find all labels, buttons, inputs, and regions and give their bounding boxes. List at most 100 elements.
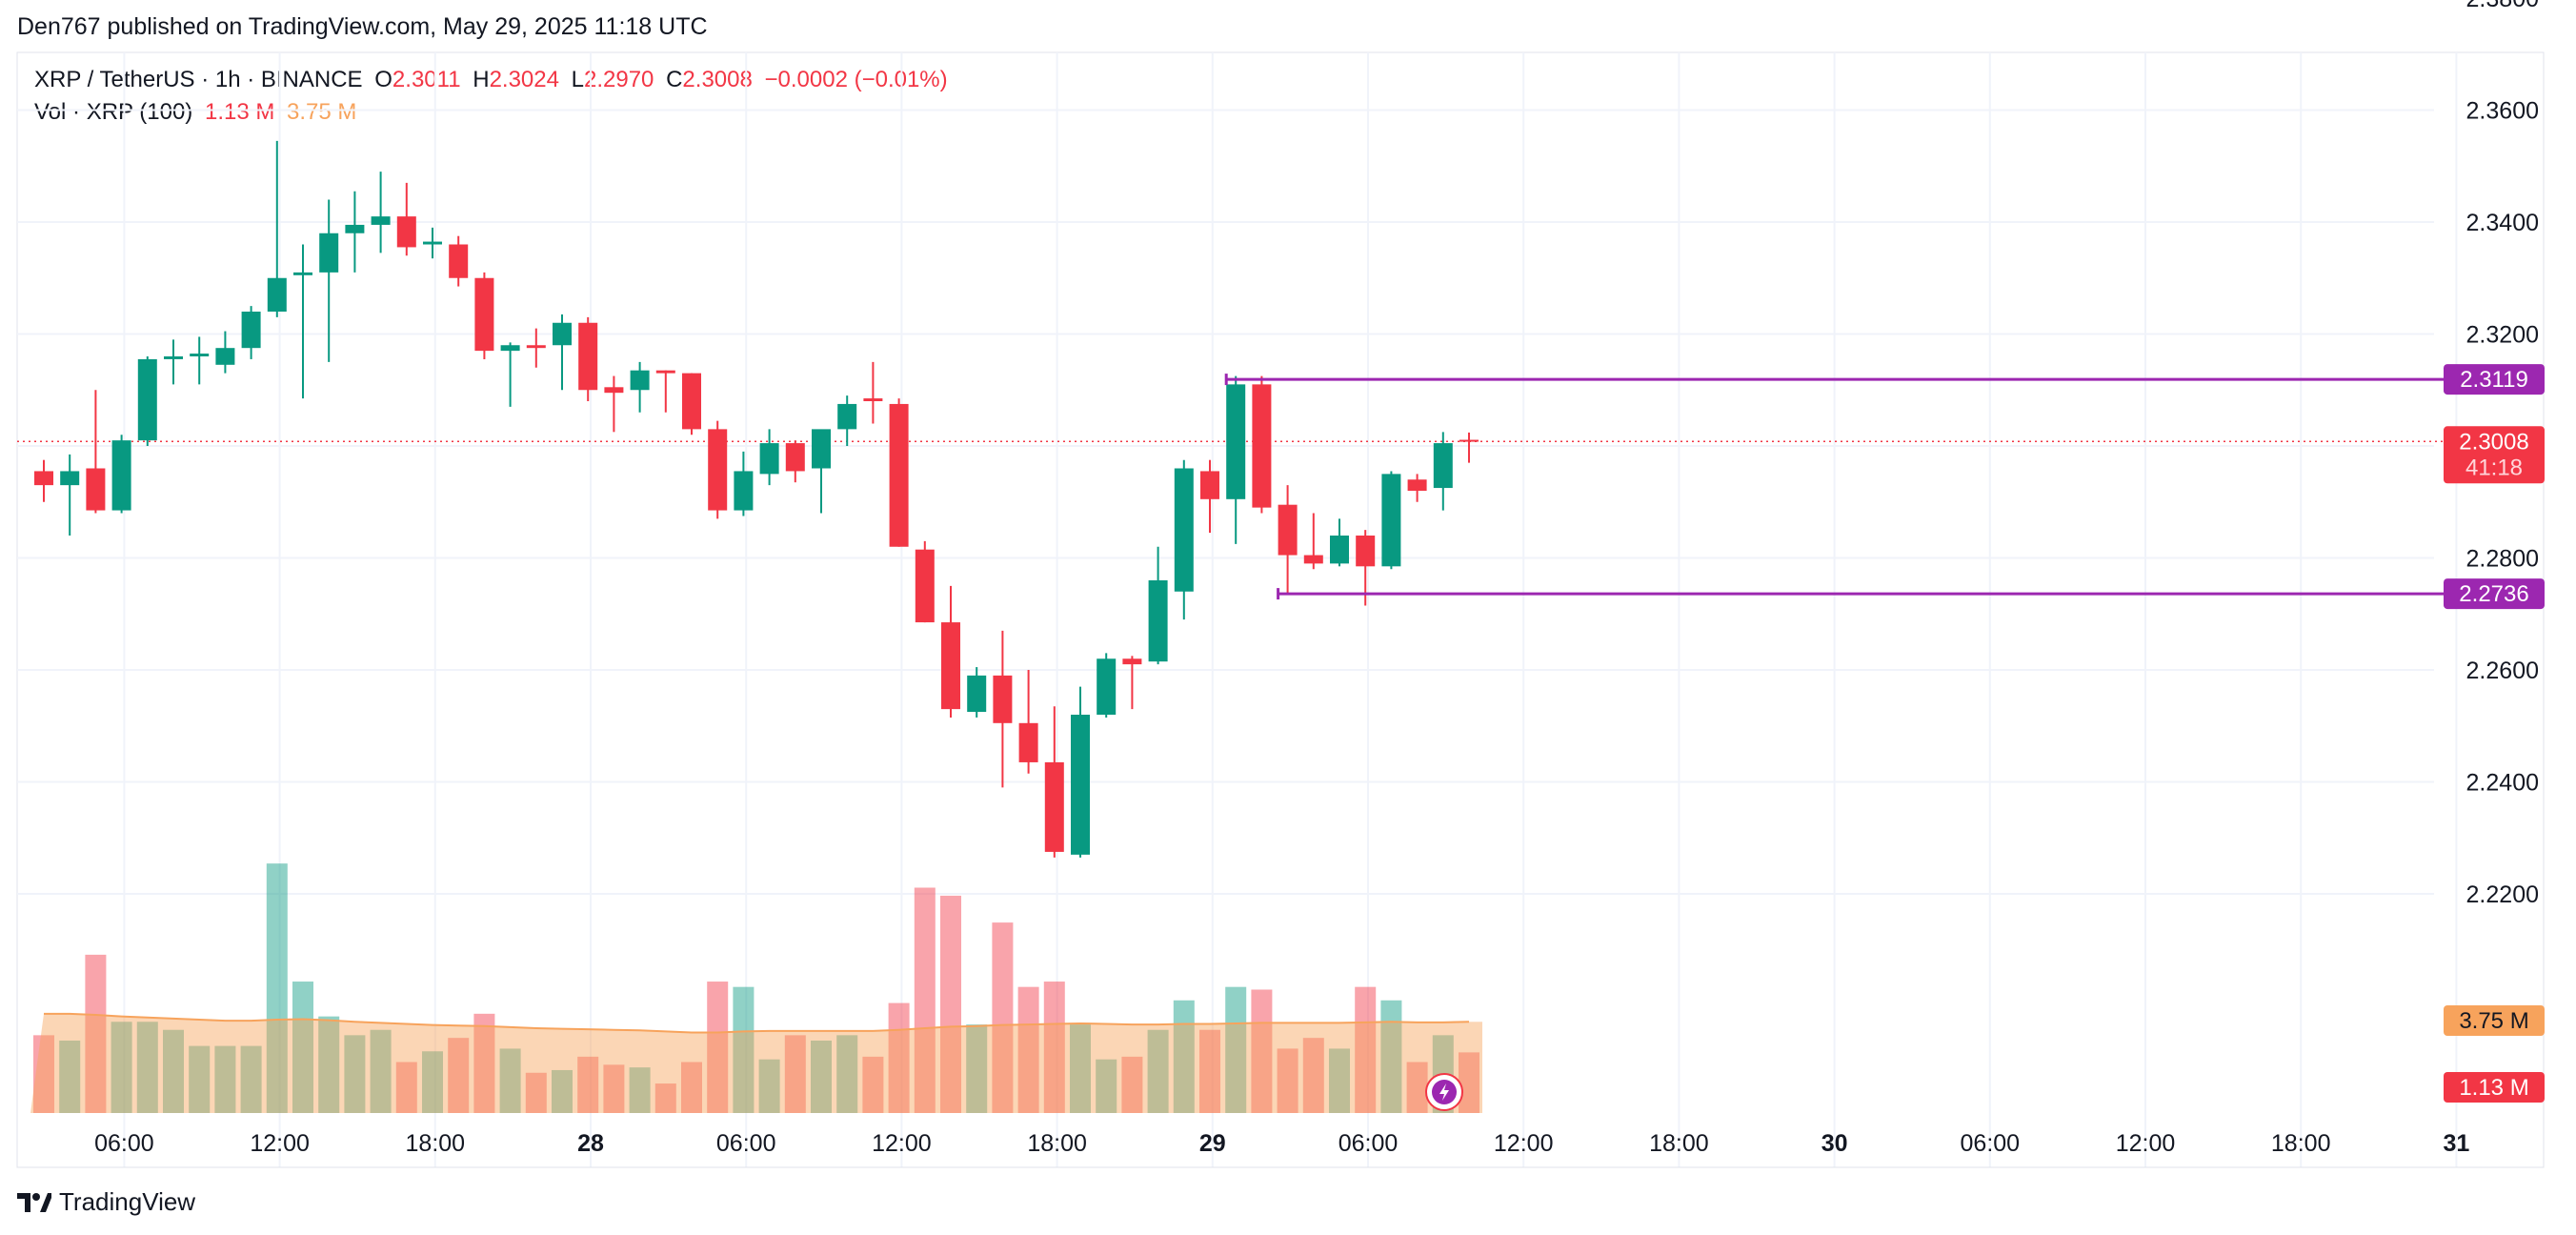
volume-bar [422, 1051, 443, 1113]
volume-bar [681, 1062, 702, 1113]
candle-body [941, 622, 960, 710]
tradingview-brand[interactable]: TradingView [17, 1187, 195, 1217]
brand-name: TradingView [59, 1187, 196, 1216]
candle-body [1407, 479, 1427, 491]
candle-body [759, 443, 779, 475]
candle-body [60, 471, 80, 486]
volume-ma-badge-text: 3.75 M [2459, 1008, 2528, 1034]
volume-bar [292, 982, 313, 1113]
volume-ma-value: 3.75 M [287, 99, 357, 125]
level-badge-text: 2.3119 [2460, 367, 2528, 393]
publisher-line: Den767 published on TradingView.com, May… [17, 13, 708, 40]
candle-body [785, 443, 805, 472]
volume-bar [33, 1035, 54, 1113]
candle-body [293, 272, 312, 275]
volume-bar [552, 1069, 573, 1113]
x-tick-label: 18:00 [2271, 1130, 2331, 1157]
candle-body [1278, 504, 1298, 556]
candle-body [708, 429, 728, 511]
volume-bar [1225, 986, 1247, 1113]
candle-body [137, 358, 157, 441]
volume-bar [758, 1059, 780, 1113]
candle-body [215, 348, 235, 365]
candle-body [1356, 536, 1376, 567]
candle-body [1071, 715, 1090, 855]
volume-bar [1043, 982, 1065, 1113]
symbol-name[interactable]: XRP / TetherUS · 1h · BINANCE [34, 67, 363, 92]
candle-body [1303, 555, 1323, 564]
volume-ma-area [30, 1013, 1482, 1113]
volume-badge-text: 1.13 M [2459, 1075, 2528, 1101]
volume-bar [629, 1067, 651, 1113]
candle-body [111, 440, 131, 511]
close-value: 2.3008 [682, 67, 753, 92]
candle-body [734, 471, 754, 511]
x-tick-label: 30 [1821, 1130, 1848, 1157]
candle-body [1044, 761, 1064, 852]
volume-bar [784, 1035, 806, 1113]
volume-bar [85, 954, 107, 1113]
symbol-legend: XRP / TetherUS · 1h · BINANCE O2.3011 H2… [34, 67, 954, 93]
volume-bar [1251, 989, 1273, 1113]
last-price-badge-box [2444, 426, 2545, 484]
candle-body [1459, 439, 1479, 442]
last-price-badge-text: 2.3008 [2459, 429, 2528, 455]
volume-bar [836, 1035, 858, 1113]
candle-body [1381, 474, 1401, 567]
x-tick-label: 28 [577, 1130, 604, 1157]
candle-body [500, 345, 520, 352]
volume-bar [344, 1035, 366, 1113]
level-badge-text: 2.2736 [2459, 581, 2528, 607]
level-badge-box [2444, 364, 2545, 395]
volume-value: 1.13 M [204, 99, 275, 125]
volume-bar [654, 1083, 676, 1113]
candle-body [967, 675, 987, 713]
candle-body [1018, 722, 1038, 762]
candle-body [241, 312, 261, 349]
x-tick-label: 12:00 [250, 1130, 310, 1157]
candle-body [604, 387, 624, 394]
low-value: 2.2970 [584, 67, 654, 92]
volume-bar [707, 982, 729, 1113]
candle-body [423, 241, 442, 245]
volume-bar [395, 1062, 417, 1113]
volume-bar [1017, 986, 1039, 1113]
volume-bar [1096, 1059, 1117, 1113]
volume-bar [1329, 1048, 1350, 1113]
candle-body [1200, 471, 1219, 499]
candle-body [655, 370, 675, 374]
x-tick-label: 18:00 [406, 1130, 466, 1157]
x-tick-label: 12:00 [2116, 1130, 2176, 1157]
candle-body [1148, 580, 1168, 662]
candle-body [578, 322, 598, 391]
candle-body [863, 398, 883, 401]
candle-body [474, 277, 494, 352]
candle-body [1226, 384, 1246, 499]
x-tick-label: 18:00 [1649, 1130, 1709, 1157]
x-tick-label: 12:00 [1494, 1130, 1554, 1157]
last-price-badge-text: 41:18 [2465, 455, 2523, 480]
high-value: 2.3024 [489, 67, 559, 92]
y-tick-label: 2.3600 [2466, 98, 2539, 125]
volume-bar [966, 1024, 988, 1113]
candle-body [449, 244, 469, 278]
candle-body [86, 468, 106, 511]
y-tick-label: 2.3200 [2466, 322, 2539, 349]
candle-body [371, 216, 391, 225]
volume-bar [1355, 986, 1377, 1113]
volume-bar [499, 1048, 521, 1113]
candle-body [34, 471, 53, 486]
candle-body [630, 370, 650, 391]
volume-bar [525, 1072, 547, 1113]
level-badge-box [2444, 578, 2545, 610]
volume-label[interactable]: Vol · XRP (100) [34, 99, 193, 125]
candle-body [812, 429, 831, 469]
volume-bar [940, 895, 961, 1113]
volume-bar [577, 1056, 599, 1113]
candle-body [164, 356, 183, 359]
y-tick-label: 2.2600 [2466, 658, 2539, 684]
volume-legend: Vol · XRP (100) 1.13 M 3.75 M [34, 99, 362, 126]
volume-bar [992, 922, 1014, 1113]
candle-body [837, 403, 857, 430]
